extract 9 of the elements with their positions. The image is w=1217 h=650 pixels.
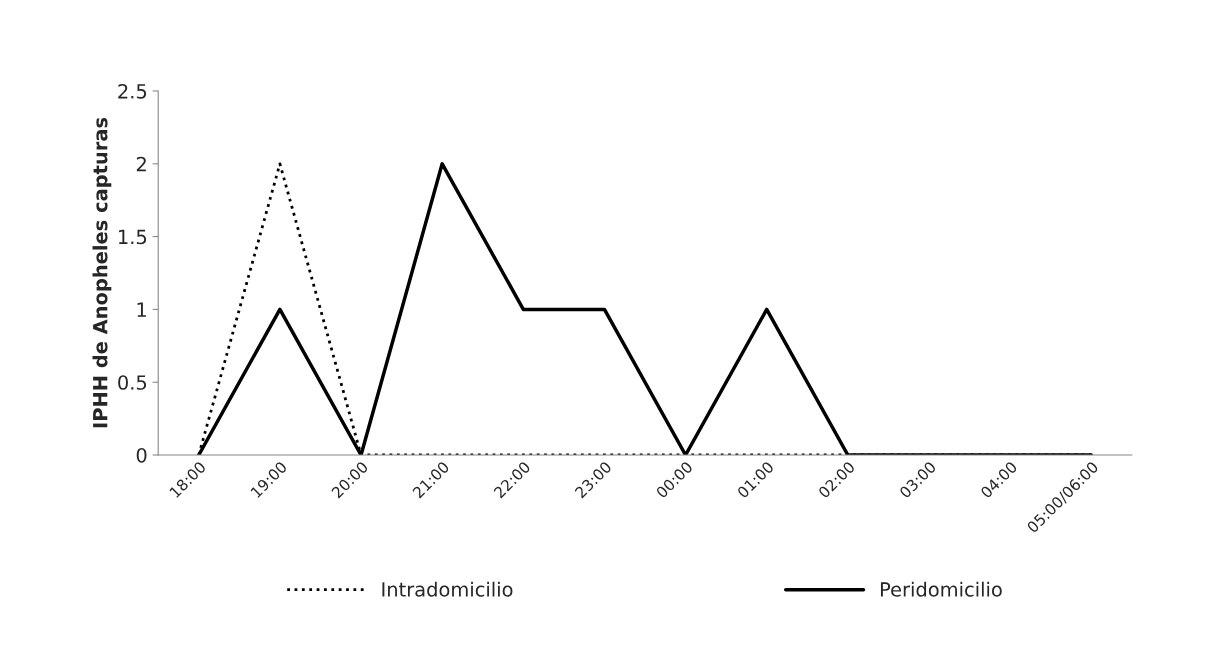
y-tick-label: 1 xyxy=(137,302,146,317)
legend-label: Peridomicilio xyxy=(880,581,1002,597)
y-tick-label: 1.5 xyxy=(119,229,147,245)
y-tick-label: 0 xyxy=(136,447,147,463)
y-tick-label: 2 xyxy=(136,156,146,172)
y-tick-label: 0.5 xyxy=(118,375,147,390)
legend-label: Intradomicilio xyxy=(382,581,513,597)
y-axis-title: IPHH de Anopheles capturas xyxy=(92,117,112,428)
y-tick-label: 2.5 xyxy=(118,83,147,99)
